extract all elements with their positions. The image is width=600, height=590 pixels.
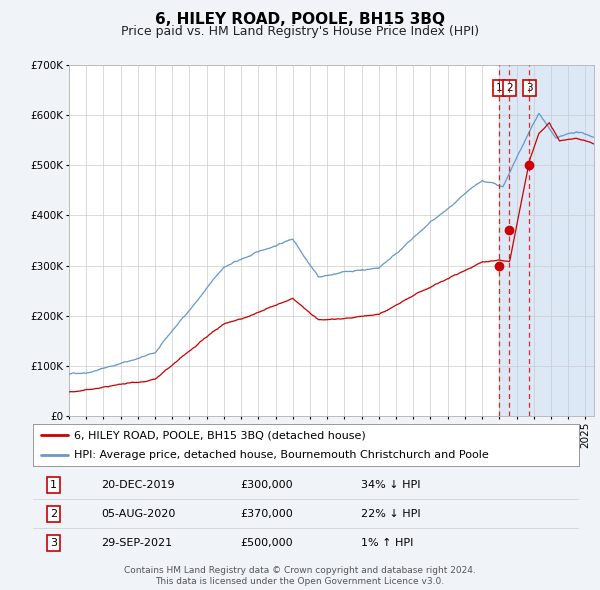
Text: 3: 3 (526, 83, 533, 93)
Text: £500,000: £500,000 (241, 538, 293, 548)
Text: 34% ↓ HPI: 34% ↓ HPI (361, 480, 420, 490)
Text: 05-AUG-2020: 05-AUG-2020 (101, 509, 176, 519)
Text: This data is licensed under the Open Government Licence v3.0.: This data is licensed under the Open Gov… (155, 577, 445, 586)
Text: 1: 1 (496, 83, 502, 93)
Bar (499, 65, 594, 416)
Text: 20-DEC-2019: 20-DEC-2019 (101, 480, 175, 490)
Text: 1: 1 (50, 480, 57, 490)
Text: £300,000: £300,000 (241, 480, 293, 490)
Text: 3: 3 (50, 538, 57, 548)
Text: Contains HM Land Registry data © Crown copyright and database right 2024.: Contains HM Land Registry data © Crown c… (124, 566, 476, 575)
Text: 6, HILEY ROAD, POOLE, BH15 3BQ: 6, HILEY ROAD, POOLE, BH15 3BQ (155, 12, 445, 27)
Text: 1% ↑ HPI: 1% ↑ HPI (361, 538, 413, 548)
Text: 2: 2 (506, 83, 513, 93)
Text: 29-SEP-2021: 29-SEP-2021 (101, 538, 172, 548)
Text: £370,000: £370,000 (241, 509, 293, 519)
Text: 22% ↓ HPI: 22% ↓ HPI (361, 509, 420, 519)
Text: 2: 2 (50, 509, 58, 519)
Text: Price paid vs. HM Land Registry's House Price Index (HPI): Price paid vs. HM Land Registry's House … (121, 25, 479, 38)
Text: HPI: Average price, detached house, Bournemouth Christchurch and Poole: HPI: Average price, detached house, Bour… (74, 450, 488, 460)
Text: 6, HILEY ROAD, POOLE, BH15 3BQ (detached house): 6, HILEY ROAD, POOLE, BH15 3BQ (detached… (74, 430, 366, 440)
